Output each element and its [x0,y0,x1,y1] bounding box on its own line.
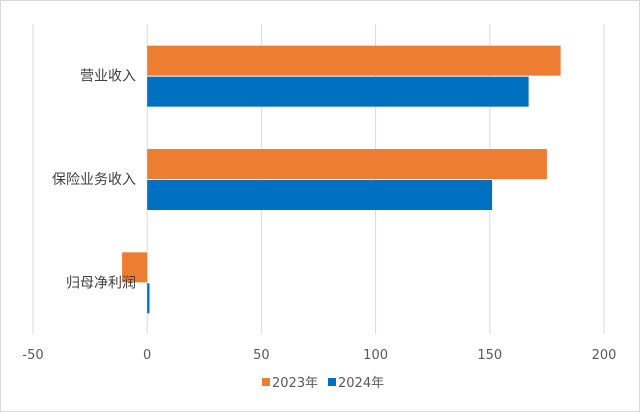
legend-swatch [328,378,336,386]
legend: 2023年 2024年 [262,376,384,391]
category-label: 营业收入 [80,69,136,85]
bar-series2 [147,76,529,107]
bar-series2 [147,283,150,314]
legend-label: 2023年 [272,376,318,391]
bars [122,45,561,314]
bar-series1 [122,252,148,283]
bar-series2 [147,180,493,210]
x-tick-label: 50 [253,348,270,363]
x-tick-label: 200 [592,348,617,363]
category-label: 归母净利润 [66,274,136,291]
legend-label: 2024年 [338,376,384,391]
bar-series1 [147,45,561,76]
x-tick-label: 100 [363,348,388,363]
legend-swatch [262,378,270,386]
x-tick-label: 0 [143,348,151,363]
x-axis: -50 0 50 100 150 200 [22,348,616,363]
x-tick-label: 150 [477,348,502,363]
category-label: 保险业务收入 [52,172,136,188]
x-tick-label: -50 [22,348,43,363]
bar-series1 [147,149,547,179]
